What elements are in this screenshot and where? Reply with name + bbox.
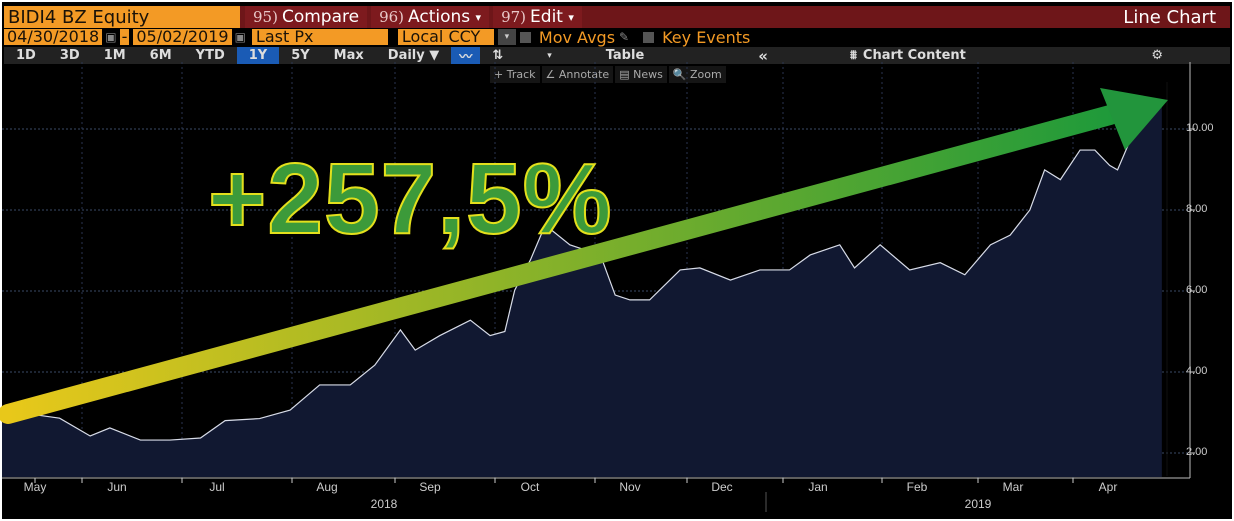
y-tick-label: 2.00 bbox=[1186, 446, 1208, 458]
x-tick-label: Jun bbox=[107, 480, 127, 494]
period-tabs: 1D 3D 1M 6M YTD 1Y 5Y Max bbox=[4, 47, 376, 64]
ticker-field[interactable]: BIDI4 BZ Equity bbox=[4, 6, 240, 28]
compare-num: 95) bbox=[253, 8, 278, 26]
calendar-icon[interactable]: ▣ bbox=[105, 30, 117, 44]
gear-icon[interactable]: ⚙ bbox=[1151, 48, 1163, 63]
currency-select[interactable]: Local CCY bbox=[397, 29, 494, 45]
title-bar: BIDI4 BZ Equity 95) Compare 96) Actions ▾ … bbox=[4, 6, 1230, 28]
y-tick-label: 10.00 bbox=[1186, 122, 1214, 134]
period-tab-5y[interactable]: 5Y bbox=[291, 48, 310, 63]
bar-chart-icon[interactable]: ⇅ bbox=[492, 48, 504, 63]
mov-avgs-checkbox[interactable] bbox=[519, 31, 531, 43]
chevron-down-icon: ▾ bbox=[475, 10, 482, 24]
edit-num: 97) bbox=[501, 8, 527, 26]
chart-type-label: Line Chart bbox=[1123, 6, 1216, 28]
period-tab-1y[interactable]: 1Y bbox=[236, 47, 280, 64]
trend-arrow-shaft bbox=[0, 105, 1120, 424]
table-button[interactable]: Table bbox=[605, 48, 645, 63]
tool-news[interactable]: ▤ News bbox=[615, 66, 667, 83]
chart-content-icon: ⩩ bbox=[849, 48, 857, 63]
y-tick-label: 8.00 bbox=[1186, 203, 1208, 215]
y-tick-label: 4.00 bbox=[1186, 365, 1208, 377]
x-tick-label: Aug bbox=[316, 480, 338, 494]
key-events-checkbox[interactable] bbox=[643, 31, 655, 43]
trend-arrow-head bbox=[1100, 88, 1168, 150]
edit-button[interactable]: 97) Edit ▾ bbox=[493, 6, 582, 28]
chart-content-button[interactable]: ⩩ Chart Content bbox=[850, 48, 966, 63]
compare-button[interactable]: 95) Compare bbox=[245, 6, 368, 28]
edit-label: Edit bbox=[530, 7, 563, 27]
key-events-label[interactable]: Key Events bbox=[662, 27, 751, 47]
trend-arrow bbox=[0, 88, 1168, 424]
actions-num: 96) bbox=[379, 8, 405, 26]
x-tick-label: Dec bbox=[711, 480, 733, 494]
period-tab-max[interactable]: Max bbox=[333, 48, 364, 63]
period-tab-1d[interactable]: 1D bbox=[16, 48, 36, 63]
range-bar: 04/30/2018 ▣ - 05/02/2019 ▣ Last Px Loca… bbox=[4, 27, 751, 47]
tool-track[interactable]: + Track bbox=[490, 66, 540, 83]
x-tick-label: Jan bbox=[808, 480, 828, 494]
chevron-down-icon[interactable]: ▾ bbox=[547, 50, 552, 61]
price-line bbox=[1, 99, 1163, 441]
compare-label: Compare bbox=[281, 7, 360, 27]
field-select[interactable]: Last Px bbox=[251, 29, 388, 45]
x-tick-label: Oct bbox=[520, 480, 540, 494]
x-tick-label: Sep bbox=[419, 480, 441, 494]
x-tick-label: Nov bbox=[619, 480, 641, 494]
actions-label: Actions bbox=[408, 7, 471, 27]
date-separator: - bbox=[119, 27, 130, 46]
chart-content-label: Chart Content bbox=[862, 48, 966, 63]
collapse-button[interactable]: « bbox=[758, 46, 768, 65]
period-tab-ytd[interactable]: YTD bbox=[195, 48, 225, 63]
y-tick-label: 6.00 bbox=[1186, 284, 1208, 296]
period-tab-6m[interactable]: 6M bbox=[149, 48, 172, 63]
calendar-icon[interactable]: ▣ bbox=[234, 30, 246, 44]
x-tick-label: Mar bbox=[1002, 480, 1024, 494]
price-area bbox=[2, 99, 1162, 477]
x-tick-label: May bbox=[23, 480, 47, 494]
start-date-field[interactable]: 04/30/2018 bbox=[4, 29, 103, 45]
actions-button[interactable]: 96) Actions ▾ bbox=[371, 6, 490, 28]
period-toolbar: 1D 3D 1M 6M YTD 1Y 5Y Max Daily ▼ 〰 ⇅ ▾ Table «… bbox=[4, 46, 1230, 65]
tool-zoom[interactable]: 🔍 Zoom bbox=[668, 66, 726, 83]
end-date-field[interactable]: 05/02/2019 bbox=[133, 29, 232, 45]
x-tick-label: Apr bbox=[1098, 480, 1118, 494]
line-chart-icon[interactable]: 〰 bbox=[451, 47, 481, 65]
chevron-down-icon: ▾ bbox=[568, 10, 574, 24]
pencil-icon[interactable]: ✎ bbox=[619, 30, 630, 44]
chevron-down-icon[interactable]: ▾ bbox=[497, 29, 516, 45]
mov-avgs-label[interactable]: Mov Avgs bbox=[538, 27, 616, 47]
gain-annotation: +257,5% bbox=[207, 142, 613, 256]
year-label: 2018 bbox=[370, 497, 398, 511]
period-tab-3d[interactable]: 3D bbox=[59, 48, 80, 63]
year-label: 2019 bbox=[964, 497, 992, 511]
x-tick-label: Jul bbox=[209, 480, 225, 494]
period-tab-1m[interactable]: 1M bbox=[103, 48, 126, 63]
frequency-select[interactable]: Daily ▼ bbox=[387, 48, 440, 63]
x-tick-label: Feb bbox=[906, 480, 928, 494]
